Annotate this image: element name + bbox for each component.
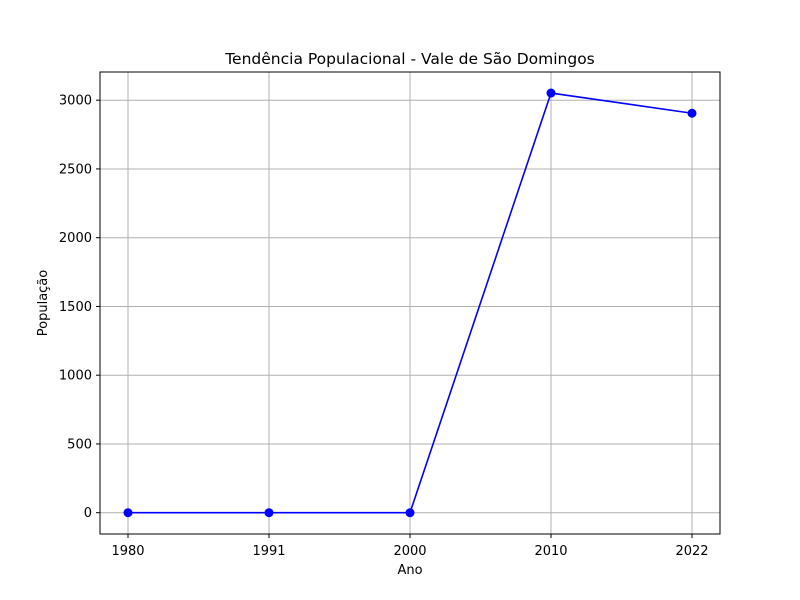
data-series [123,88,697,518]
chart-title: Tendência Populacional - Vale de São Dom… [224,50,595,68]
x-tick-label: 1991 [252,544,285,559]
x-tick-label: 2010 [534,544,567,559]
y-tick-label: 2000 [59,231,92,246]
data-point [123,508,133,518]
y-tick-label: 0 [84,506,92,521]
y-tick-label: 2500 [59,162,92,177]
x-tick-label: 2022 [675,544,708,559]
axis-ticks: 1980 1991 2000 2010 2022 0 500 1000 1500 2000 2500… [59,94,709,559]
data-point [264,508,274,518]
y-tick-label: 1500 [59,300,92,315]
x-tick-label: 1980 [111,544,144,559]
y-axis-label: População [36,270,51,337]
y-tick-label: 500 [67,437,92,452]
y-tick-label: 3000 [59,94,92,109]
y-tick-label: 1000 [59,369,92,384]
data-point [687,108,697,118]
x-axis-label: Ano [397,563,422,578]
plot-frame [99,71,721,535]
data-point [405,508,415,518]
x-tick-label: 2000 [393,544,426,559]
data-point [546,88,556,98]
